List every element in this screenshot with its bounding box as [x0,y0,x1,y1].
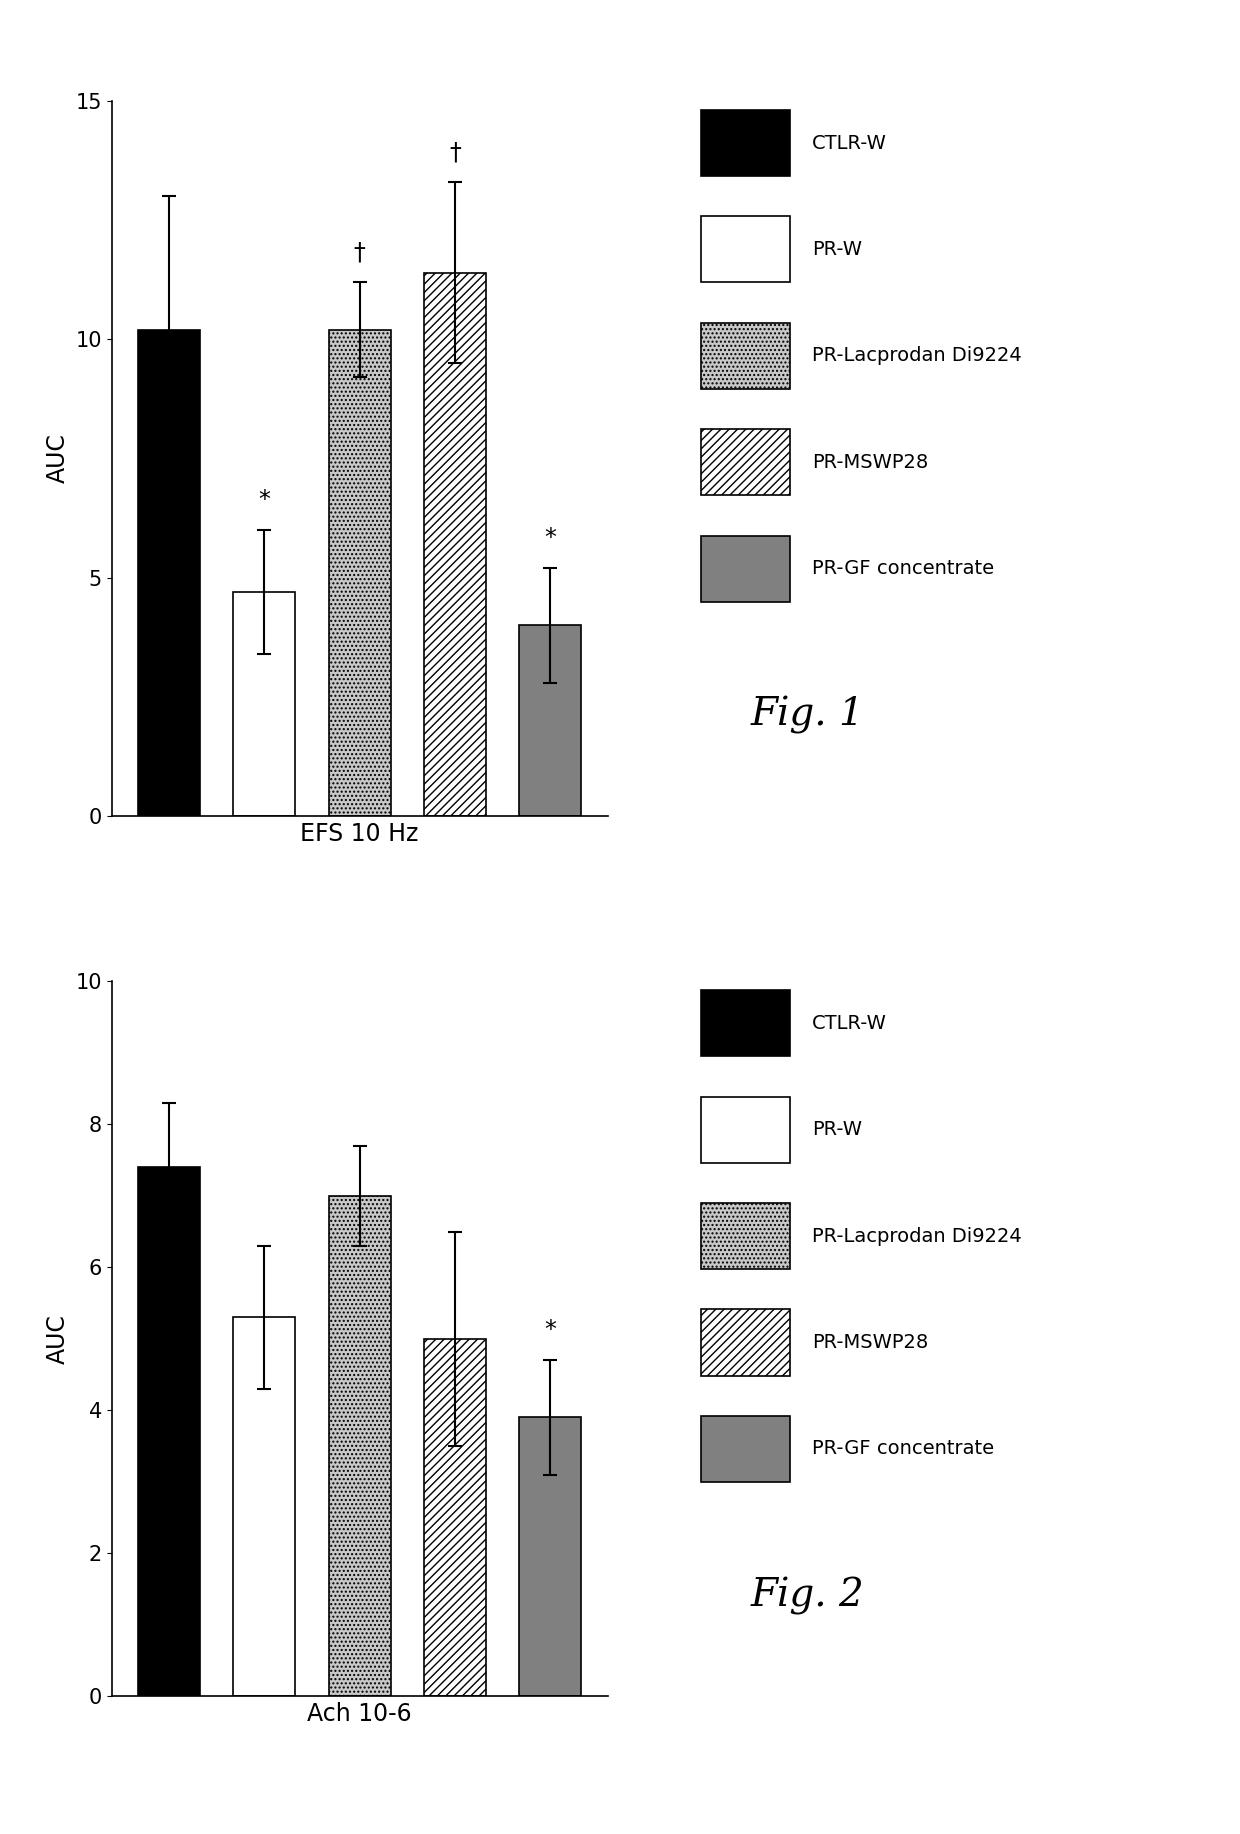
Text: †: † [449,139,461,163]
Bar [233,1317,295,1696]
Y-axis label: AUC: AUC [46,433,69,484]
Bar [233,592,295,816]
Text: †: † [353,240,366,264]
Text: PR-MSWP28: PR-MSWP28 [812,1333,929,1352]
Bar [424,1339,486,1696]
Text: *: * [544,1319,557,1342]
Text: Fig. 2: Fig. 2 [750,1577,864,1614]
Text: PR-W: PR-W [812,240,862,259]
Text: *: * [258,488,270,512]
Bar [520,625,582,816]
Text: PR-MSWP28: PR-MSWP28 [812,453,929,471]
Text: *: * [544,526,557,550]
Bar [424,273,486,816]
Text: Fig. 1: Fig. 1 [750,697,864,734]
Bar [329,330,391,816]
Text: PR-GF concentrate: PR-GF concentrate [812,559,994,578]
Text: PR-W: PR-W [812,1121,862,1139]
X-axis label: Ach 10-6: Ach 10-6 [308,1702,412,1726]
Y-axis label: AUC: AUC [46,1313,69,1364]
Bar [329,1196,391,1696]
Text: PR-Lacprodan Di9224: PR-Lacprodan Di9224 [812,347,1022,365]
Bar [138,330,200,816]
X-axis label: EFS 10 Hz: EFS 10 Hz [300,822,419,845]
Text: CTLR-W: CTLR-W [812,1014,887,1033]
Text: CTLR-W: CTLR-W [812,134,887,152]
Text: PR-Lacprodan Di9224: PR-Lacprodan Di9224 [812,1227,1022,1245]
Bar [520,1418,582,1696]
Bar [138,1166,200,1696]
Text: PR-GF concentrate: PR-GF concentrate [812,1440,994,1458]
